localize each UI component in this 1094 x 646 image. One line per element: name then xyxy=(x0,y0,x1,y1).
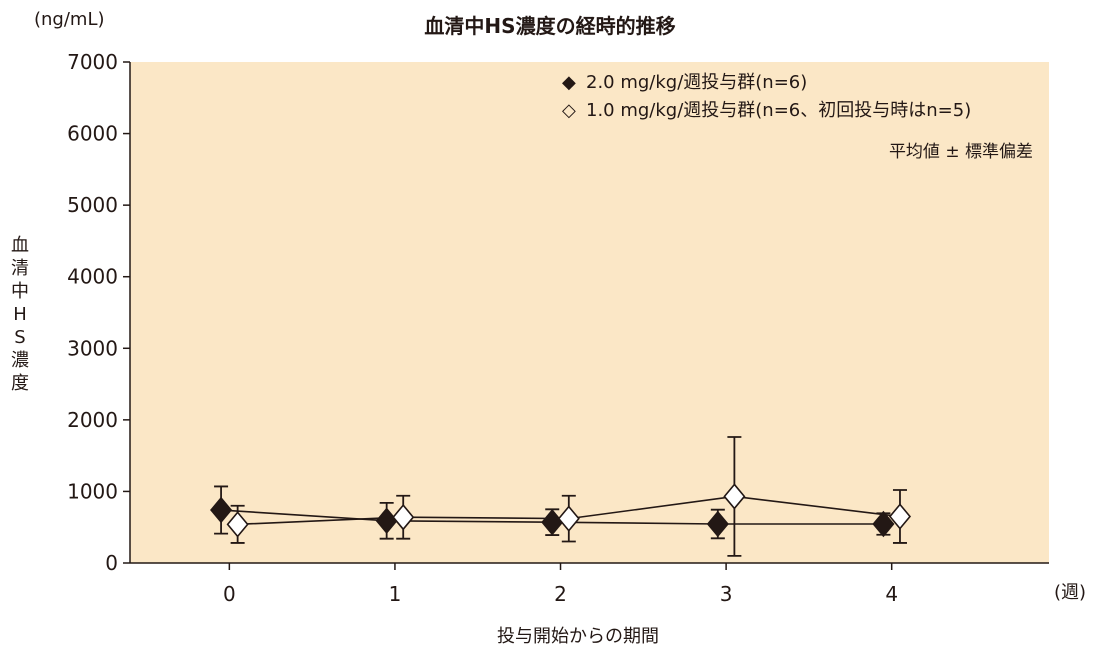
y-tick-label: 3000 xyxy=(67,336,118,360)
x-tick-label: 1 xyxy=(389,582,402,606)
legend-entry-series-1: 2.0 mg/kg/週投与群(n=6) xyxy=(586,72,807,93)
y-tick-label: 2000 xyxy=(67,408,118,432)
plot-area xyxy=(130,62,1049,563)
data-point xyxy=(888,503,912,530)
x-axis-label: 投与開始からの期間 xyxy=(497,626,659,646)
x-tick-label: 2 xyxy=(554,582,567,606)
data-point xyxy=(872,510,895,538)
y-axis-label: 血清中 H S 濃度 xyxy=(11,235,29,394)
legend-symbol-series-1: ◆ xyxy=(562,72,576,93)
series-1 xyxy=(210,485,895,540)
data-point xyxy=(210,496,233,524)
y-tick-label: 7000 xyxy=(67,50,118,74)
data-point xyxy=(706,510,729,538)
y-tick-label: 0 xyxy=(105,551,118,575)
x-tick-label: 3 xyxy=(720,582,733,606)
y-tick-label: 1000 xyxy=(67,479,118,503)
mean-sd-note: 平均値 ± 標準偏差 xyxy=(889,142,1033,162)
data-point xyxy=(392,503,415,531)
data-point xyxy=(557,505,580,532)
y-tick-label: 4000 xyxy=(67,265,118,289)
data-point xyxy=(723,483,746,510)
chart-title: 血清中HS濃度の経時的推移 xyxy=(424,14,675,38)
y-tick-label: 5000 xyxy=(67,193,118,217)
legend-entry-series-2: 1.0 mg/kg/週投与群(n=6、初回投与時はn=5) xyxy=(586,100,971,121)
axes xyxy=(129,62,1049,564)
legend: ◆ 2.0 mg/kg/週投与群(n=6) ◇ 1.0 mg/kg/週投与群(n… xyxy=(562,72,971,121)
x-tick-label: 0 xyxy=(223,582,236,606)
x-tick-label: 4 xyxy=(885,582,898,606)
data-point xyxy=(226,511,249,538)
legend-symbol-series-2: ◇ xyxy=(562,100,576,121)
y-tick-label: 6000 xyxy=(67,122,118,146)
series-2 xyxy=(226,436,912,557)
y-unit-label: (ng/mL) xyxy=(34,9,105,30)
x-unit-label: (週) xyxy=(1054,582,1086,603)
